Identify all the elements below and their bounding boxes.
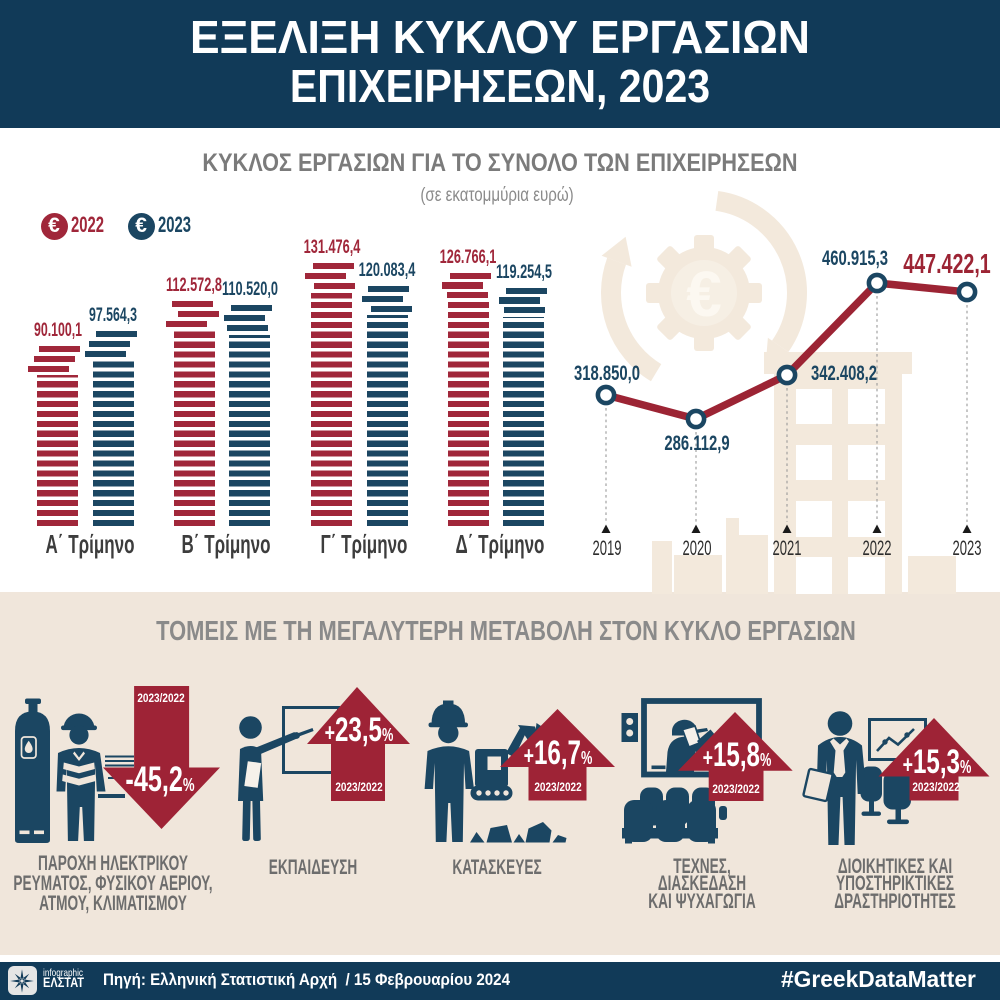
- svg-text:€: €: [686, 258, 722, 330]
